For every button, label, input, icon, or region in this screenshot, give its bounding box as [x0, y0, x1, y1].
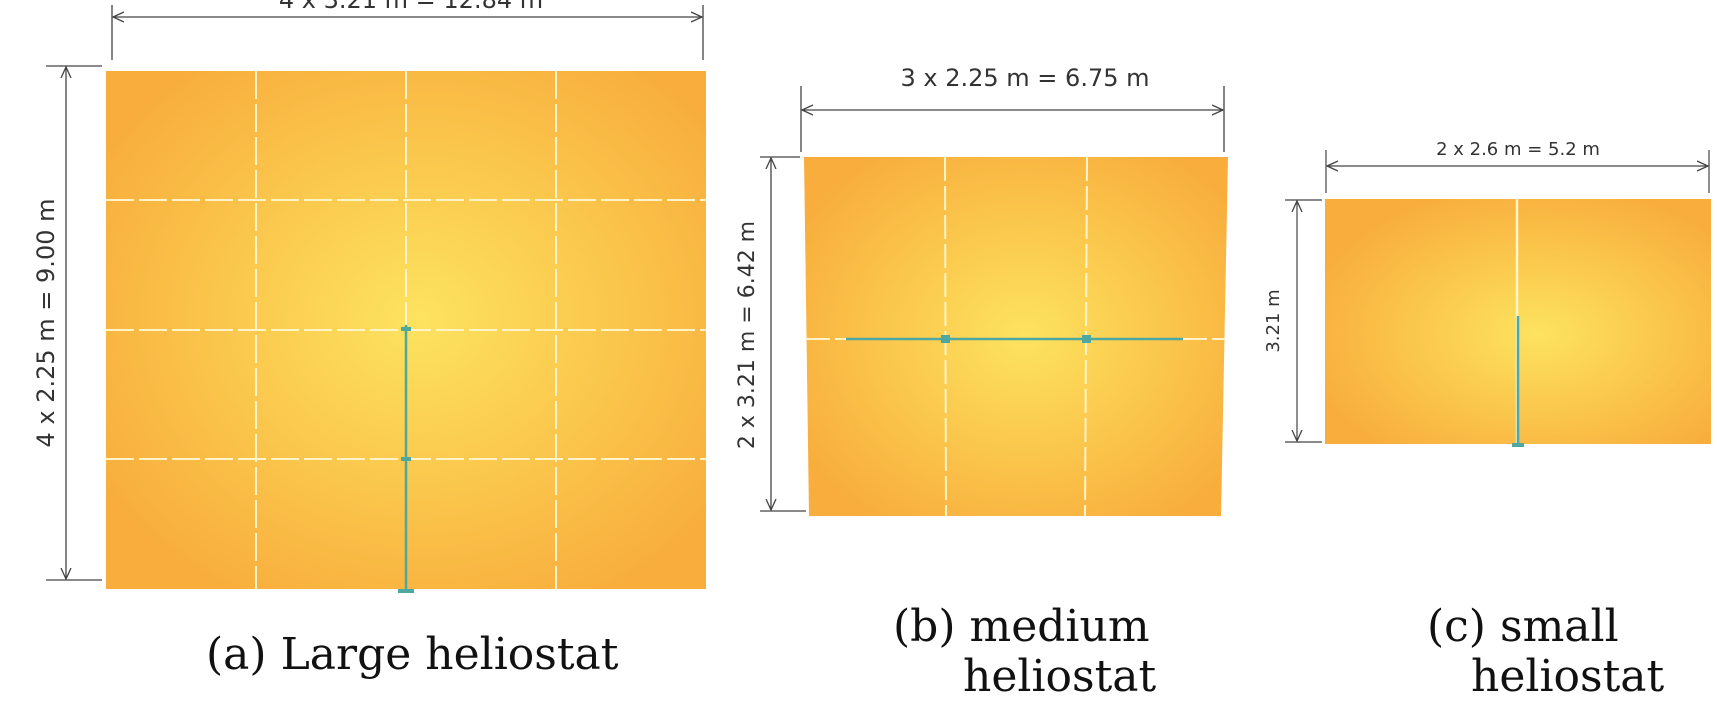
medium-mirror-panel	[804, 157, 1228, 516]
medium-support-beam	[846, 335, 1183, 343]
small-width-dimension: 2 x 2.6 m = 5.2 m	[1325, 139, 1710, 193]
medium-width-dimension: 3 x 2.25 m = 6.75 m	[800, 64, 1225, 152]
large-heliostat: 4 x 3.21 m = 12.84 m 4 x 2.25 m = 9.00 m	[32, 0, 706, 593]
caption-medium-line1: medium	[969, 601, 1150, 652]
caption-large-tag: (a)	[206, 629, 267, 680]
small-height-dimension: 3.21 m	[1263, 199, 1322, 443]
caption-small-line2: heliostat	[1471, 651, 1665, 702]
medium-heliostat: 3 x 2.25 m = 6.75 m 2 x 3.21 m = 6.42 m	[735, 64, 1228, 517]
caption-medium: (b) medium heliostat	[893, 602, 1156, 702]
caption-large: (a) Large heliostat	[206, 630, 618, 680]
medium-height-label: 2 x 3.21 m = 6.42 m	[735, 221, 760, 449]
small-heliostat: 2 x 2.6 m = 5.2 m 3.21 m	[1263, 139, 1711, 447]
small-height-label: 3.21 m	[1263, 289, 1284, 352]
medium-height-dimension: 2 x 3.21 m = 6.42 m	[735, 156, 806, 512]
caption-small-tag: (c)	[1427, 601, 1486, 652]
small-support-post	[1512, 316, 1524, 447]
caption-medium-tag: (b)	[893, 601, 956, 652]
large-support-post	[398, 325, 414, 593]
caption-small: (c) small heliostat	[1427, 602, 1664, 702]
large-width-dimension: 4 x 3.21 m = 12.84 m	[111, 0, 704, 60]
caption-medium-line2: heliostat	[963, 651, 1157, 702]
caption-small-line1: small	[1499, 601, 1619, 652]
large-height-label: 4 x 2.25 m = 9.00 m	[32, 199, 60, 448]
large-height-dimension: 4 x 2.25 m = 9.00 m	[32, 65, 102, 581]
medium-width-label: 3 x 2.25 m = 6.75 m	[901, 64, 1150, 92]
caption-large-line1: Large heliostat	[280, 629, 619, 680]
small-width-label: 2 x 2.6 m = 5.2 m	[1436, 139, 1600, 160]
large-width-label: 4 x 3.21 m = 12.84 m	[279, 0, 543, 14]
